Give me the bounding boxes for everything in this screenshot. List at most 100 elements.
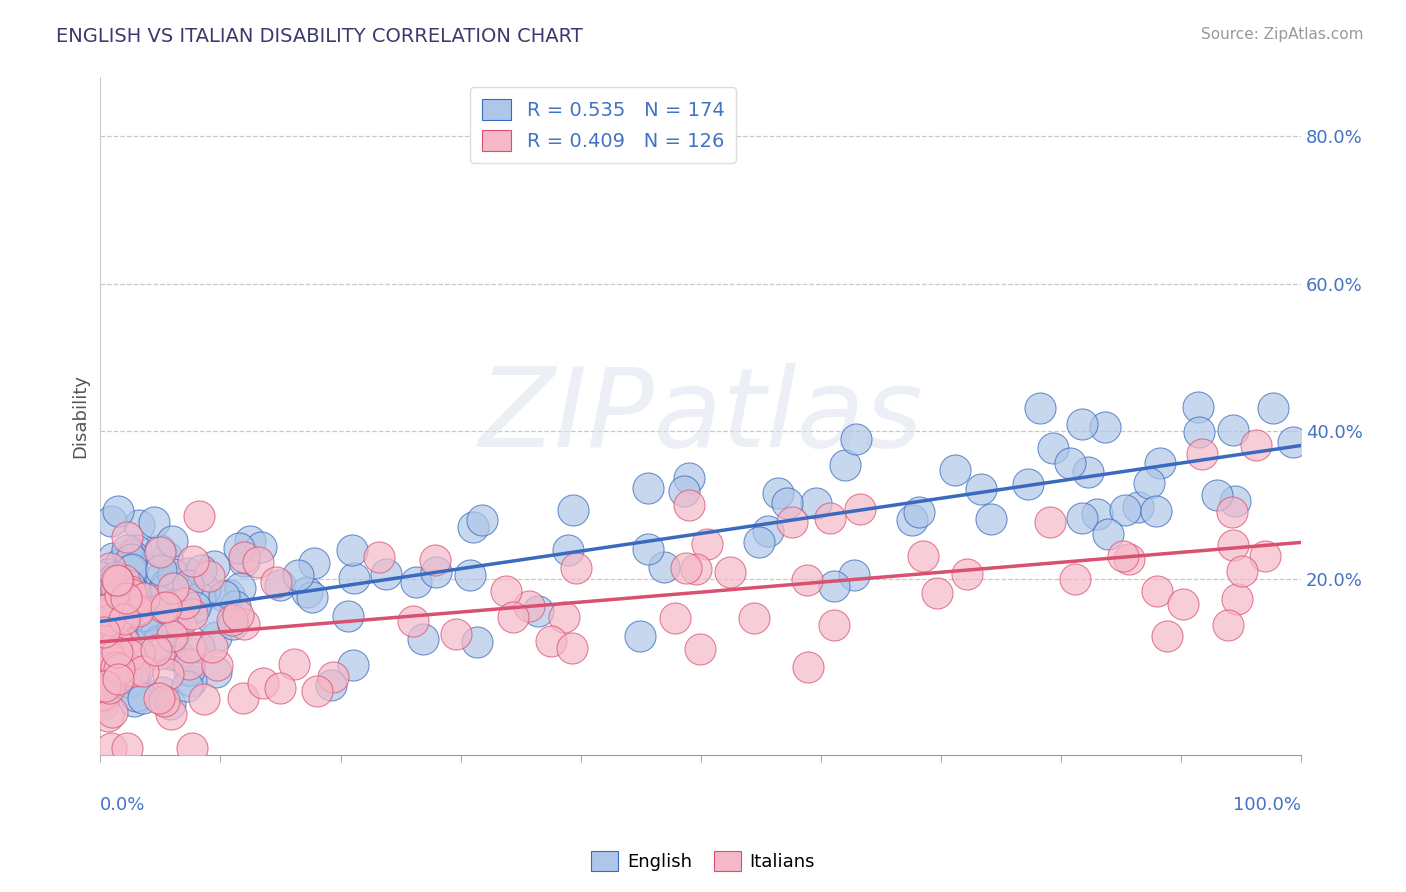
Point [89, 569, 111, 583]
Point [1206, 488, 1229, 502]
Point [121, 673, 143, 687]
Point [1188, 425, 1211, 439]
Point [188, 508, 211, 523]
Point [132, 664, 155, 678]
Point [458, 567, 481, 582]
Point [120, 552, 142, 566]
Point [132, 690, 155, 705]
Point [93, 586, 115, 600]
Point [146, 633, 169, 648]
Point [127, 604, 149, 618]
Point [118, 584, 141, 599]
Point [162, 585, 184, 599]
Point [239, 534, 262, 549]
Point [114, 612, 136, 626]
Point [159, 697, 181, 711]
Point [125, 587, 148, 601]
Point [465, 634, 488, 648]
Point [112, 573, 135, 587]
Point [177, 663, 200, 677]
Point [200, 611, 222, 625]
Point [368, 549, 391, 564]
Point [100, 741, 122, 756]
Point [111, 608, 134, 623]
Point [204, 630, 226, 644]
Point [343, 571, 366, 585]
Point [1156, 629, 1178, 643]
Point [283, 657, 305, 671]
Point [834, 458, 856, 473]
Point [405, 574, 427, 589]
Point [204, 665, 226, 679]
Point [128, 646, 150, 660]
Point [122, 665, 145, 679]
Point [181, 554, 204, 568]
Point [115, 543, 138, 558]
Point [145, 636, 167, 650]
Point [628, 630, 651, 644]
Point [155, 599, 177, 614]
Point [149, 542, 172, 557]
Point [756, 524, 779, 538]
Point [970, 482, 993, 496]
Point [117, 741, 139, 756]
Point [232, 691, 254, 706]
Point [1097, 526, 1119, 541]
Point [233, 553, 256, 567]
Point [93, 662, 115, 676]
Point [138, 593, 160, 607]
Point [125, 599, 148, 613]
Point [1173, 597, 1195, 611]
Point [401, 614, 423, 628]
Point [132, 591, 155, 606]
Point [141, 623, 163, 637]
Point [1118, 552, 1140, 566]
Point [166, 624, 188, 638]
Point [295, 584, 318, 599]
Point [444, 627, 467, 641]
Point [685, 562, 707, 576]
Point [96, 567, 118, 582]
Point [179, 657, 201, 671]
Point [180, 674, 202, 689]
Point [97, 681, 120, 695]
Point [1059, 456, 1081, 470]
Point [91, 654, 114, 668]
Point [374, 566, 396, 581]
Point [169, 615, 191, 630]
Point [1223, 493, 1246, 508]
Point [1042, 441, 1064, 455]
Point [97, 708, 120, 723]
Point [155, 578, 177, 592]
Point [1063, 573, 1085, 587]
Point [1149, 457, 1171, 471]
Point [93, 602, 115, 616]
Point [121, 562, 143, 576]
Point [463, 520, 485, 534]
Text: ZIPatlas: ZIPatlas [478, 363, 922, 470]
Point [120, 648, 142, 663]
Point [118, 674, 141, 689]
Y-axis label: Disability: Disability [72, 375, 89, 458]
Point [412, 632, 434, 647]
Point [797, 660, 820, 674]
Point [104, 660, 127, 674]
Point [149, 545, 172, 559]
Point [1085, 508, 1108, 522]
Point [127, 664, 149, 678]
Point [1017, 477, 1039, 491]
Point [678, 498, 700, 512]
Point [143, 515, 166, 529]
Point [104, 593, 127, 607]
Point [901, 513, 924, 527]
Point [1039, 515, 1062, 529]
Point [107, 672, 129, 686]
Point [269, 681, 291, 695]
Point [637, 541, 659, 556]
Point [194, 583, 217, 598]
Point [561, 640, 583, 655]
Point [103, 573, 125, 587]
Point [98, 560, 121, 574]
Point [565, 561, 588, 575]
Point [148, 647, 170, 661]
